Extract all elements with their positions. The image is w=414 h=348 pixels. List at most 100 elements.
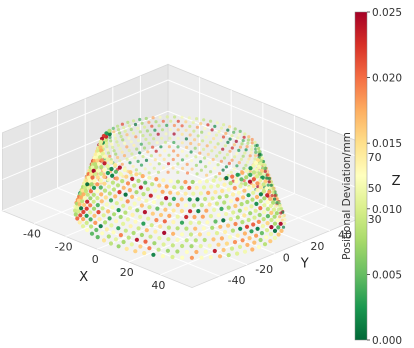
data-point xyxy=(73,212,78,217)
data-point xyxy=(218,171,222,176)
data-point xyxy=(232,167,236,171)
data-point xyxy=(208,214,213,219)
data-point xyxy=(153,128,157,132)
data-point xyxy=(125,181,131,186)
data-point xyxy=(102,167,107,173)
data-point xyxy=(138,214,143,219)
data-point xyxy=(172,149,176,153)
data-point xyxy=(279,228,284,233)
data-point xyxy=(136,138,141,143)
data-point xyxy=(235,152,239,156)
data-point xyxy=(176,145,180,149)
data-point xyxy=(166,170,170,174)
data-point xyxy=(118,214,123,220)
data-point xyxy=(157,236,162,241)
data-point xyxy=(139,232,144,238)
data-point xyxy=(240,170,245,175)
data-point xyxy=(103,195,108,200)
data-point xyxy=(172,132,176,136)
data-point xyxy=(145,129,149,133)
data-point xyxy=(108,135,112,139)
data-point xyxy=(274,211,279,216)
data-point xyxy=(188,220,193,225)
data-point xyxy=(161,119,165,123)
x-tick-label: -20 xyxy=(55,240,73,253)
data-point xyxy=(230,146,234,150)
data-point xyxy=(124,246,129,251)
colorbar-ticks: 0.000 0.005 0.010 0.015 0.020 0.025 xyxy=(367,7,402,347)
data-point xyxy=(204,135,208,139)
data-point xyxy=(98,142,103,147)
data-point xyxy=(257,171,262,176)
data-point xyxy=(137,196,142,201)
data-point xyxy=(192,129,196,133)
data-point xyxy=(232,185,237,191)
data-point xyxy=(193,238,198,243)
data-point xyxy=(235,164,239,168)
data-point xyxy=(197,232,202,237)
data-point xyxy=(131,230,136,236)
data-point xyxy=(221,168,225,172)
data-point xyxy=(242,213,247,218)
data-point xyxy=(125,157,129,161)
data-point xyxy=(229,170,233,174)
data-point xyxy=(109,160,114,165)
data-point xyxy=(268,239,273,244)
data-point xyxy=(179,220,185,225)
data-point xyxy=(114,219,119,224)
data-point xyxy=(200,130,204,134)
data-point xyxy=(236,136,240,140)
data-point xyxy=(214,201,220,206)
data-point xyxy=(78,213,83,218)
data-point xyxy=(179,197,184,202)
data-point xyxy=(116,124,120,128)
data-point xyxy=(202,147,206,151)
data-point xyxy=(260,156,264,160)
data-point xyxy=(184,214,189,220)
data-point xyxy=(196,209,201,214)
data-point xyxy=(262,210,267,215)
data-point xyxy=(191,120,195,125)
data-point xyxy=(262,203,267,208)
data-point xyxy=(273,194,277,198)
data-point xyxy=(210,196,215,201)
data-point xyxy=(269,183,273,187)
data-point xyxy=(271,200,276,205)
data-point xyxy=(92,178,97,184)
data-point xyxy=(75,216,80,221)
data-point xyxy=(250,147,254,151)
data-point xyxy=(187,116,191,120)
data-point xyxy=(251,170,256,175)
data-point xyxy=(121,203,126,208)
data-point xyxy=(154,149,158,153)
data-point xyxy=(171,196,176,201)
data-point xyxy=(163,149,167,153)
data-point xyxy=(158,115,162,119)
data-point xyxy=(188,133,192,137)
data-point xyxy=(210,225,215,230)
data-point xyxy=(249,204,254,209)
data-point xyxy=(115,140,119,144)
data-point xyxy=(218,224,223,229)
data-point xyxy=(203,196,208,202)
x-tick-label: -40 xyxy=(23,228,41,241)
data-point xyxy=(179,208,184,214)
data-point xyxy=(120,150,124,154)
data-point xyxy=(261,189,267,194)
data-point xyxy=(134,237,139,242)
data-point xyxy=(168,136,172,140)
data-point xyxy=(195,197,200,202)
data-point xyxy=(125,145,129,149)
data-point xyxy=(148,234,153,239)
data-point xyxy=(214,175,218,179)
data-point xyxy=(269,225,274,230)
data-point xyxy=(253,140,257,144)
data-point xyxy=(265,173,269,177)
data-point xyxy=(171,208,176,213)
data-point xyxy=(217,254,223,259)
data-point xyxy=(244,168,249,173)
data-point xyxy=(144,228,149,233)
data-point xyxy=(171,231,176,236)
data-point xyxy=(244,175,249,180)
data-point xyxy=(224,176,229,181)
